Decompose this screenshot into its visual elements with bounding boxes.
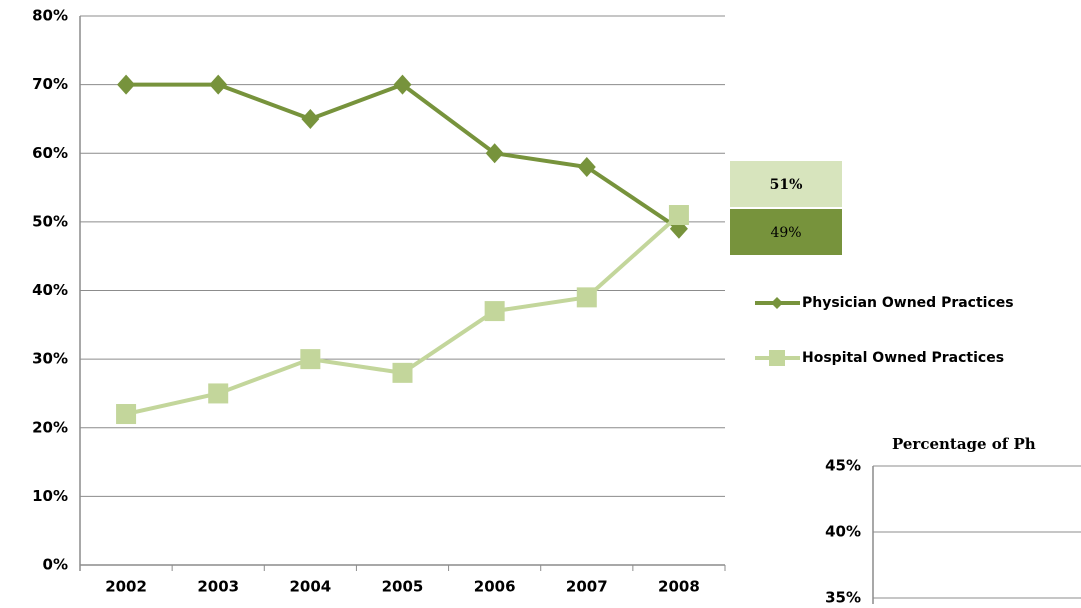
marker bbox=[485, 143, 504, 164]
marker bbox=[393, 74, 412, 95]
y-tick-label: 10% bbox=[32, 487, 68, 505]
y-tick-label: 45% bbox=[825, 457, 861, 475]
y-tick-label: 70% bbox=[32, 75, 68, 93]
x-tick-label: 2007 bbox=[566, 578, 608, 596]
chart-title: Percentage of Ph bbox=[892, 435, 1036, 453]
x-tick-label: 2002 bbox=[105, 578, 147, 596]
value-label: 49% bbox=[770, 225, 801, 241]
marker bbox=[392, 362, 413, 383]
y-tick-label: 50% bbox=[32, 212, 68, 230]
y-tick-label: 35% bbox=[825, 589, 861, 607]
y-tick-label: 40% bbox=[825, 523, 861, 541]
series-line bbox=[126, 82, 681, 231]
y-tick-label: 80% bbox=[32, 7, 68, 25]
x-tick-label: 2003 bbox=[197, 578, 239, 596]
legend-label: Physician Owned Practices bbox=[802, 295, 1014, 311]
marker bbox=[484, 301, 505, 322]
marker bbox=[116, 404, 137, 425]
marker bbox=[668, 205, 689, 226]
marker bbox=[301, 108, 320, 129]
value-label-box bbox=[730, 209, 842, 255]
legend-marker bbox=[769, 350, 785, 366]
y-tick-label: 0% bbox=[43, 556, 68, 574]
marker bbox=[300, 349, 321, 370]
marker bbox=[209, 74, 228, 95]
y-tick-label: 20% bbox=[32, 418, 68, 436]
marker bbox=[577, 156, 596, 177]
legend-label: Hospital Owned Practices bbox=[802, 350, 1004, 366]
x-tick-label: 2006 bbox=[474, 578, 516, 596]
marker bbox=[208, 383, 229, 404]
x-tick-label: 2004 bbox=[289, 578, 331, 596]
y-tick-label: 30% bbox=[32, 350, 68, 368]
y-tick-label: 60% bbox=[32, 144, 68, 162]
legend-marker bbox=[771, 297, 783, 309]
marker bbox=[576, 287, 597, 308]
x-tick-label: 2008 bbox=[658, 578, 700, 596]
value-label: 51% bbox=[770, 177, 803, 193]
marker bbox=[117, 74, 136, 95]
y-tick-label: 40% bbox=[32, 281, 68, 299]
value-label-box bbox=[730, 161, 842, 207]
x-tick-label: 2005 bbox=[382, 578, 424, 596]
